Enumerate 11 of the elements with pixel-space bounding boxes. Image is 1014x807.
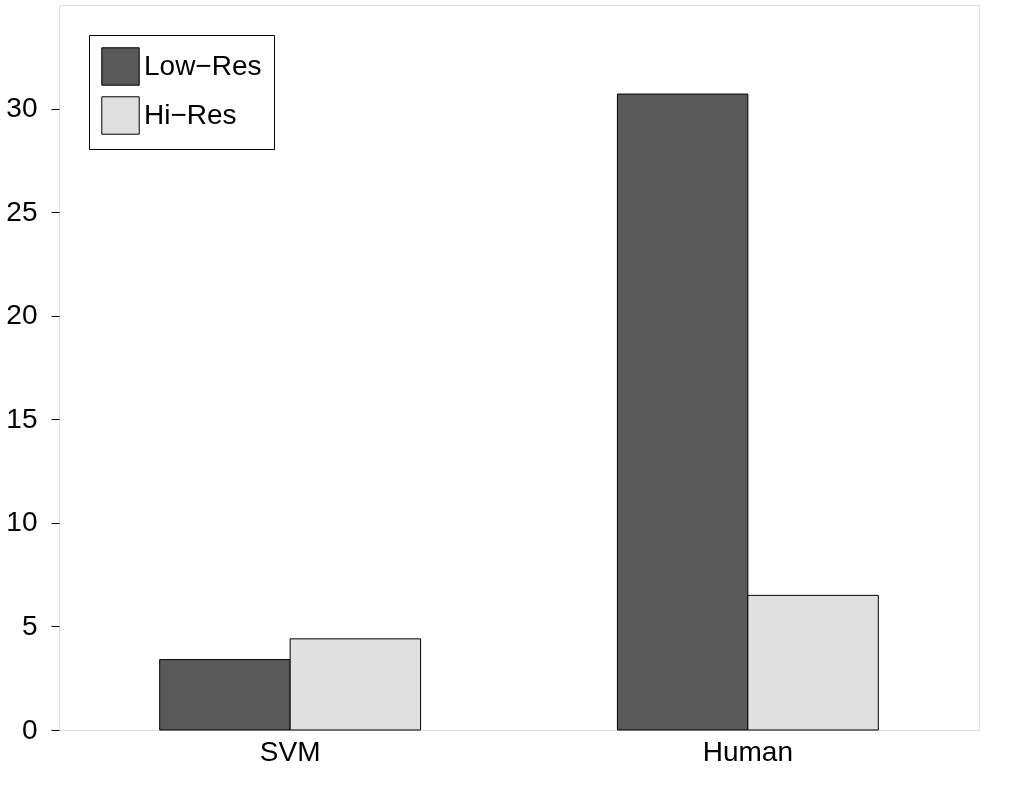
y-tick-label: 15 [6,402,38,434]
legend-label: Hi−Res [144,98,237,130]
x-tick-label: Human [702,735,793,767]
x-tick-label: SVM [259,735,321,767]
y-tick-label: 0 [21,713,38,745]
legend-label: Low−Res [144,49,262,81]
y-tick-label: 5 [21,609,38,641]
y-tick-label: 10 [6,506,38,538]
y-tick-label: 20 [6,299,38,331]
y-tick-label: 25 [6,195,38,227]
y-tick-label: 30 [6,92,38,124]
